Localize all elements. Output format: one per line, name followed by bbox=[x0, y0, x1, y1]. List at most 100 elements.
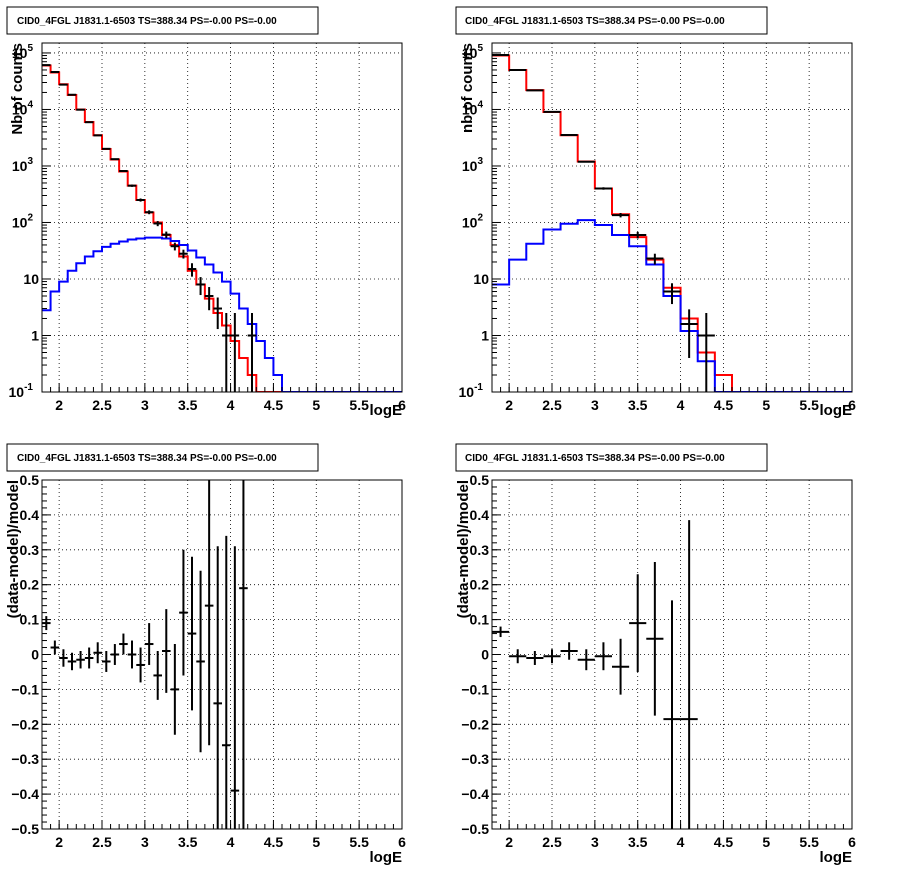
panel-title: CID0_4FGL J1831.1-6503 TS=388.34 PS=-0.0… bbox=[17, 16, 277, 27]
y-tick-label: 0 bbox=[31, 647, 39, 663]
x-tick-label: 2 bbox=[505, 834, 513, 850]
x-tick-label: 6 bbox=[398, 397, 406, 413]
title-box bbox=[6, 443, 319, 472]
y-tick-label: 0.4 bbox=[20, 507, 40, 523]
x-tick-label: 6 bbox=[848, 834, 856, 850]
y-tick-label: 0 bbox=[481, 647, 489, 663]
panel-bottom-right: CID0_4FGL J1831.1-6503 TS=388.34 PS=-0.0… bbox=[455, 443, 856, 866]
data-layer bbox=[42, 64, 402, 392]
y-tick-exponent: 4 bbox=[477, 99, 483, 110]
x-tick-label: 4.5 bbox=[714, 397, 734, 413]
y-tick-label: 10-1 bbox=[459, 382, 484, 400]
y-tick-label: 0.3 bbox=[470, 542, 490, 558]
x-tick-label: 2.5 bbox=[542, 397, 562, 413]
data-layer bbox=[492, 520, 698, 829]
plot-background bbox=[42, 43, 402, 392]
y-tick-label: 1 bbox=[481, 327, 489, 343]
x-axis-label: logE bbox=[820, 849, 853, 866]
x-tick-label: 3 bbox=[591, 397, 599, 413]
x-tick-label: 4 bbox=[677, 834, 685, 850]
x-tick-label: 3 bbox=[141, 834, 149, 850]
x-tick-label: 2.5 bbox=[92, 834, 112, 850]
y-tick-label: −0.5 bbox=[11, 821, 39, 837]
y-tick-exponent: 5 bbox=[477, 43, 483, 54]
y-tick-label: −0.1 bbox=[11, 681, 39, 697]
data-layer bbox=[42, 480, 248, 829]
y-tick-label: 10 bbox=[23, 271, 39, 287]
y-tick-exponent: 2 bbox=[27, 212, 33, 223]
x-tick-label: 2.5 bbox=[542, 834, 562, 850]
panel-title: CID0_4FGL J1831.1-6503 TS=388.34 PS=-0.0… bbox=[17, 453, 277, 464]
y-tick-exponent: 5 bbox=[27, 43, 33, 54]
x-tick-label: 5.5 bbox=[799, 834, 819, 850]
y-tick-label: −0.2 bbox=[461, 716, 489, 732]
y-tick-label: 103 bbox=[462, 156, 484, 174]
y-axis-label: nb of counts bbox=[459, 43, 476, 133]
y-tick-exponent: 4 bbox=[27, 99, 33, 110]
y-tick-label: 1 bbox=[31, 327, 39, 343]
title-box bbox=[455, 6, 768, 35]
panel-title: CID0_4FGL J1831.1-6503 TS=388.34 PS=-0.0… bbox=[465, 16, 725, 27]
y-tick-label: −0.4 bbox=[461, 786, 489, 802]
x-axis-label: logE bbox=[370, 849, 403, 866]
y-tick-label: 0.2 bbox=[470, 577, 490, 593]
x-tick-label: 3 bbox=[141, 397, 149, 413]
y-tick-label: 0.2 bbox=[20, 577, 40, 593]
y-tick-exponent: -1 bbox=[474, 382, 483, 393]
x-tick-label: 5.5 bbox=[799, 397, 819, 413]
x-tick-label: 5 bbox=[312, 834, 320, 850]
plot-area: 2 2.5 3 3.5 4 4.5 5 5.5 6 −0.5 −0.4 −0.3 −0.2 −0.1 0 0.… bbox=[461, 472, 856, 850]
panel-bottom-left: CID0_4FGL J1831.1-6503 TS=388.34 PS=-0.0… bbox=[5, 443, 406, 866]
x-tick-label: 5 bbox=[762, 397, 770, 413]
x-tick-label: 2 bbox=[505, 397, 513, 413]
source-histogram-line bbox=[42, 236, 402, 392]
y-axis-label: (data-model)/model bbox=[455, 480, 472, 618]
x-tick-label: 2 bbox=[55, 834, 63, 850]
y-tick-label: −0.1 bbox=[461, 681, 489, 697]
plot-background bbox=[492, 43, 852, 392]
y-tick-label: −0.5 bbox=[461, 821, 489, 837]
y-tick-label: −0.2 bbox=[11, 716, 39, 732]
y-tick-label: 103 bbox=[12, 156, 34, 174]
panel-top-right: CID0_4FGL J1831.1-6503 TS=388.34 PS=-0.0… bbox=[455, 6, 856, 419]
x-tick-label: 4 bbox=[227, 834, 235, 850]
y-tick-label: 10-1 bbox=[9, 382, 34, 400]
plot-area: 2 2.5 3 3.5 4 4.5 5 5.5 6 −0.5 −0.4 −0.3 −0.2 −0.1 0 0.… bbox=[11, 472, 406, 850]
y-tick-label: 0.3 bbox=[20, 542, 40, 558]
x-tick-label: 4.5 bbox=[264, 834, 284, 850]
x-tick-label: 5.5 bbox=[349, 397, 369, 413]
x-tick-label: 3.5 bbox=[178, 834, 198, 850]
y-axis-label: Nb of counts bbox=[9, 43, 26, 135]
y-tick-label: −0.4 bbox=[11, 786, 39, 802]
y-tick-label: 0.1 bbox=[20, 612, 40, 628]
y-tick-exponent: 3 bbox=[27, 156, 33, 167]
y-tick-exponent: -1 bbox=[24, 382, 33, 393]
x-tick-label: 3.5 bbox=[628, 834, 648, 850]
panel-top-left: CID0_4FGL J1831.1-6503 TS=388.34 PS=-0.0… bbox=[6, 6, 406, 419]
x-tick-label: 5 bbox=[762, 834, 770, 850]
y-axis-label: (data-model)/model bbox=[5, 480, 22, 618]
y-tick-label: 0.1 bbox=[470, 612, 490, 628]
title-box bbox=[455, 443, 768, 472]
x-tick-label: 6 bbox=[398, 834, 406, 850]
x-tick-label: 4 bbox=[227, 397, 235, 413]
panel-title: CID0_4FGL J1831.1-6503 TS=388.34 PS=-0.0… bbox=[465, 453, 725, 464]
source-histogram-line bbox=[492, 219, 852, 392]
x-tick-label: 4.5 bbox=[264, 397, 284, 413]
x-tick-label: 2.5 bbox=[92, 397, 112, 413]
title-box bbox=[6, 6, 319, 35]
total-histogram-line bbox=[42, 64, 402, 392]
x-tick-label: 6 bbox=[848, 397, 856, 413]
x-tick-label: 3 bbox=[591, 834, 599, 850]
x-tick-label: 3.5 bbox=[178, 397, 198, 413]
x-tick-label: 4 bbox=[677, 397, 685, 413]
y-tick-label: 0.5 bbox=[470, 472, 490, 488]
y-tick-label: 10 bbox=[473, 271, 489, 287]
y-tick-label: 0.4 bbox=[470, 507, 490, 523]
x-tick-label: 3.5 bbox=[628, 397, 648, 413]
x-axis-label: logE bbox=[370, 402, 403, 419]
y-tick-exponent: 2 bbox=[477, 212, 483, 223]
y-tick-label: 102 bbox=[462, 212, 484, 230]
